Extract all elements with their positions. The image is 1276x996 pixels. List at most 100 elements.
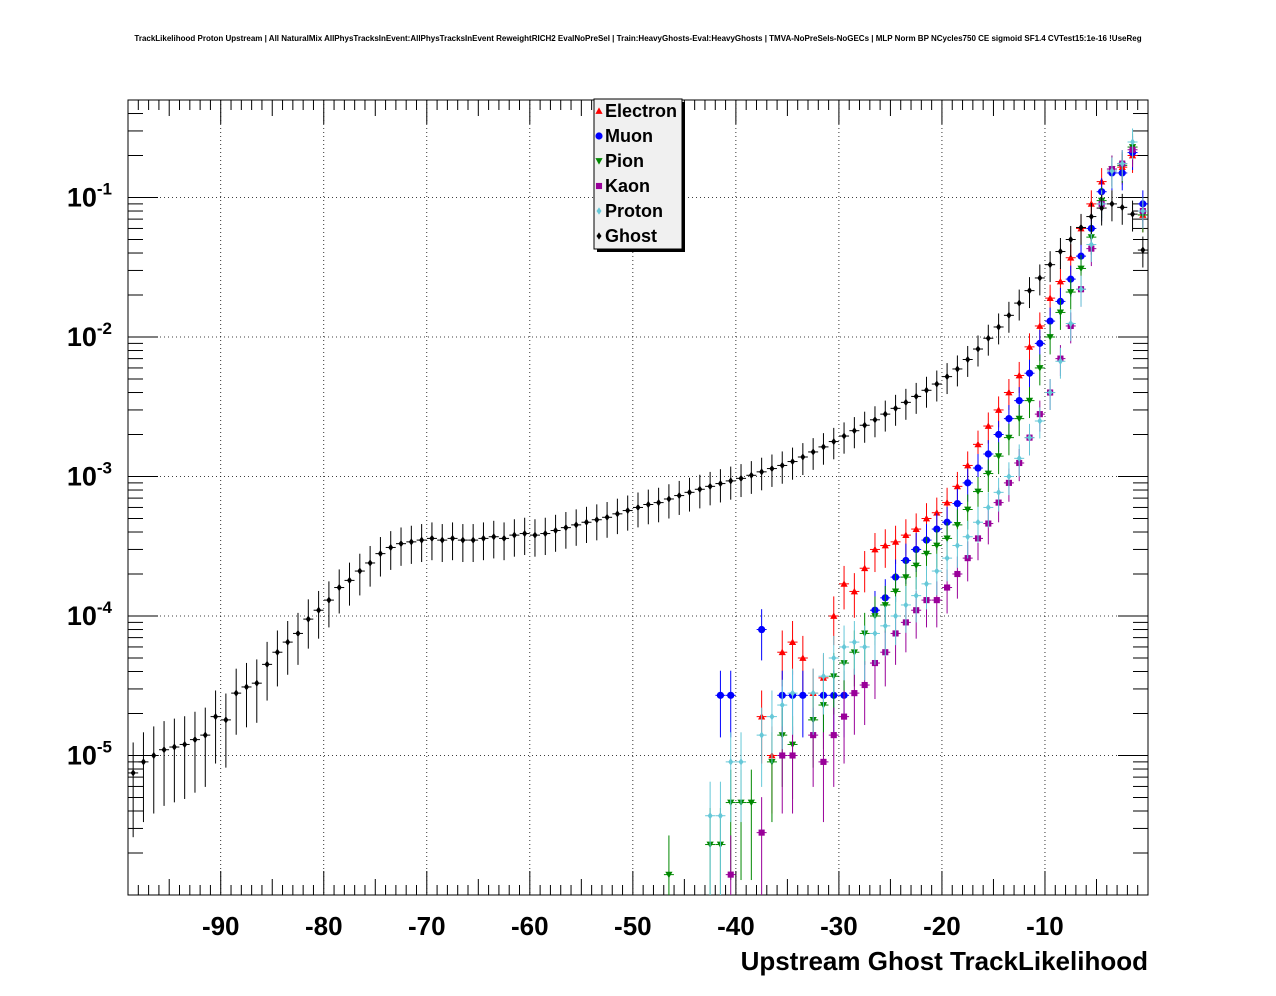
data-point: [1057, 357, 1063, 365]
data-point: [182, 740, 188, 749]
legend-marker: [595, 158, 603, 165]
data-point: [779, 461, 785, 470]
data-point: [913, 392, 919, 401]
data-point: [716, 691, 725, 699]
data-point: [285, 638, 291, 646]
data-point: [841, 713, 848, 720]
legend[interactable]: Electron Muon Pion Kaon Proton Ghost: [593, 98, 685, 252]
data-point: [902, 531, 910, 539]
data-point: [604, 513, 610, 521]
data-point: [902, 574, 910, 581]
legend-entry-proton: Proton: [596, 201, 663, 221]
data-point: [1037, 417, 1043, 425]
data-point: [903, 601, 909, 609]
data-point: [346, 576, 353, 584]
data-point: [1109, 167, 1115, 175]
y-tick-label: 10-4: [67, 598, 113, 631]
data-point: [769, 713, 775, 721]
data-point: [1088, 212, 1094, 221]
data-point: [305, 615, 311, 623]
data-point: [923, 386, 930, 394]
series-ghost: [128, 190, 1148, 838]
data-point: [779, 701, 785, 709]
data-point: [893, 612, 899, 620]
data-point: [810, 732, 817, 739]
data-point: [933, 509, 941, 516]
data-point: [676, 491, 682, 500]
y-tick-label: 10-3: [67, 459, 112, 492]
data-point: [769, 464, 775, 473]
data-point: [954, 365, 960, 373]
data-point: [727, 691, 735, 699]
data-point: [996, 488, 1002, 496]
data-point: [243, 683, 250, 691]
data-point: [953, 521, 961, 529]
data-point: [984, 470, 992, 478]
data-point: [1015, 415, 1023, 423]
data-point: [1077, 265, 1085, 273]
data-point: [1057, 247, 1063, 256]
data-point: [748, 471, 754, 479]
legend-label: Ghost: [605, 226, 657, 246]
data-point: [398, 540, 404, 548]
data-point: [922, 514, 931, 522]
data-point: [697, 485, 703, 493]
data-point: [840, 580, 848, 587]
data-point: [984, 450, 992, 458]
data-point: [717, 812, 723, 820]
data-point: [996, 323, 1002, 331]
data-point: [1056, 277, 1065, 285]
legend-label: Kaon: [605, 176, 650, 196]
data-point: [985, 334, 991, 342]
data-point: [1068, 235, 1074, 244]
data-point: [891, 588, 900, 596]
data-point: [934, 567, 940, 575]
data-point: [140, 758, 146, 766]
x-tick-label: -90: [202, 911, 240, 941]
data-point: [799, 691, 807, 699]
data-point: [202, 731, 208, 739]
data-point: [1015, 371, 1023, 379]
data-point: [820, 672, 826, 680]
data-point: [790, 457, 796, 466]
data-point: [553, 526, 559, 535]
data-point: [1006, 472, 1012, 481]
data-point: [1025, 369, 1034, 377]
legend-marker: [596, 207, 602, 215]
legend-entry-muon: Muon: [595, 126, 653, 146]
data-point: [1025, 397, 1034, 405]
data-point: [408, 538, 414, 546]
legend-marker: [595, 132, 603, 140]
data-point: [213, 713, 219, 721]
data-point: [1067, 254, 1075, 261]
data-point: [1119, 160, 1125, 168]
data-point: [872, 416, 878, 424]
legend-box: [593, 98, 683, 250]
data-point: [800, 453, 806, 461]
data-point: [563, 524, 569, 532]
data-point: [810, 689, 816, 697]
data-point: [264, 660, 270, 668]
data-point: [1067, 289, 1075, 296]
data-point: [964, 479, 972, 487]
data-point: [912, 525, 920, 532]
data-point: [788, 638, 797, 645]
data-point: [336, 583, 342, 592]
data-point: [759, 731, 765, 739]
data-series: [128, 128, 1148, 895]
data-point: [171, 743, 177, 751]
data-point: [820, 758, 827, 765]
data-point: [953, 482, 961, 490]
data-point: [274, 648, 280, 656]
data-point: [491, 533, 497, 541]
data-point: [944, 554, 950, 562]
data-point: [223, 716, 229, 724]
data-point: [388, 543, 394, 552]
data-point: [1119, 203, 1125, 211]
data-point: [965, 355, 971, 364]
data-point: [790, 689, 796, 697]
data-point: [943, 499, 951, 506]
data-point: [995, 453, 1003, 460]
data-point: [831, 437, 837, 446]
data-point: [830, 732, 837, 739]
